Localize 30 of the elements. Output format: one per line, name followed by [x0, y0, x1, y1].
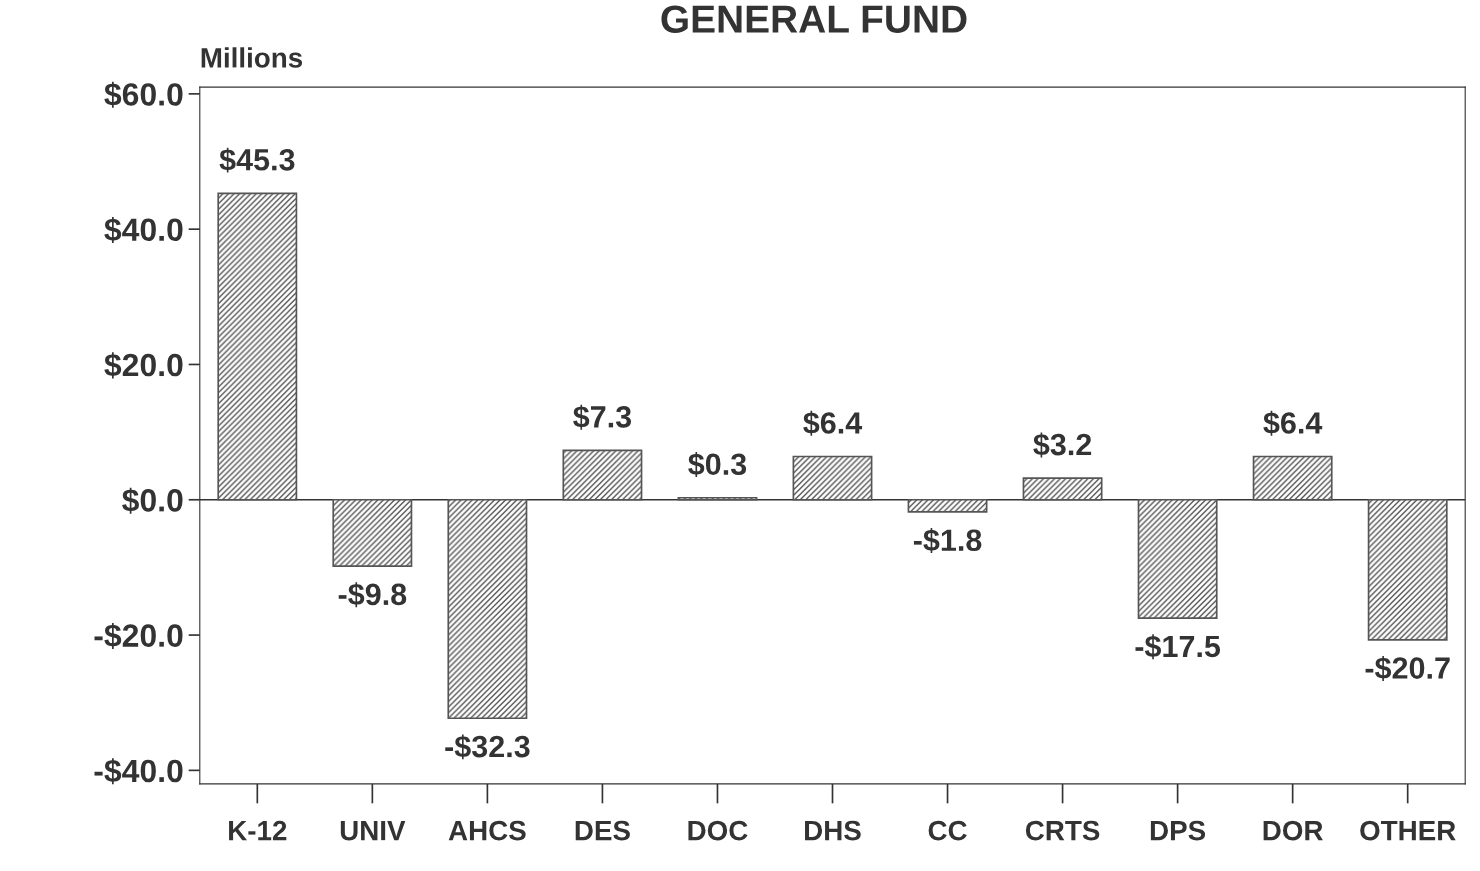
x-tick-label: K-12 [229, 820, 287, 841]
x-tick-label: DPS [1150, 820, 1206, 841]
data-label: $3.2 [1033, 432, 1092, 458]
x-tick-label: DOC [688, 820, 748, 841]
y-axis-title: Millions [201, 47, 303, 68]
y-tick-label: -$20.0 [94, 622, 183, 650]
data-label: $6.4 [1263, 410, 1323, 436]
x-tick-label: CC [928, 820, 967, 841]
data-label: $6.4 [803, 410, 863, 436]
y-tick-label: -$40.0 [94, 758, 183, 785]
x-tick-label: UNIV [340, 821, 406, 841]
x-tick-label: AHCS [448, 820, 526, 841]
data-label: -$17.5 [1135, 634, 1221, 660]
data-label: -$20.7 [1365, 655, 1450, 681]
data-label: $7.3 [573, 404, 632, 430]
data-label: -$9.8 [338, 582, 407, 608]
y-tick-label: $60.0 [104, 81, 183, 108]
data-label: $0.3 [688, 452, 747, 477]
data-label: -$32.3 [445, 734, 530, 760]
data-label: $45.3 [219, 147, 295, 173]
y-tick-label: $0.0 [122, 487, 183, 514]
x-tick-label: OTHER [1360, 820, 1456, 841]
x-tick-label: DOR [1263, 820, 1323, 841]
x-tick-label: CRTS [1025, 820, 1100, 841]
y-tick-label: $20.0 [104, 352, 183, 379]
data-label: -$1.8 [913, 528, 982, 554]
x-tick-label: DHS [805, 820, 861, 841]
x-tick-label: DES [575, 820, 630, 841]
y-tick-label: $40.0 [104, 217, 183, 244]
chart-title: GENERAL FUND [661, 5, 967, 33]
